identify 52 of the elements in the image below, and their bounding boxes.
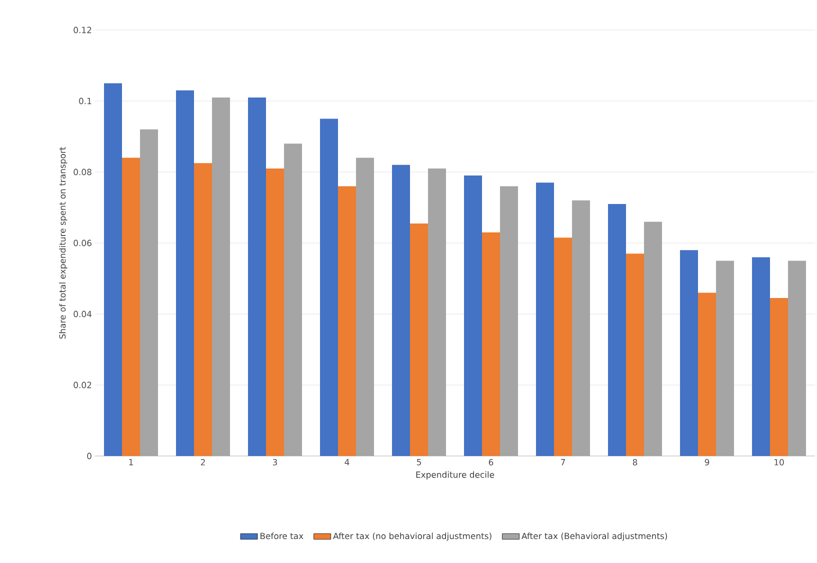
- bar: [536, 182, 554, 456]
- bar: [392, 164, 410, 456]
- y-tick-label: 0.06: [74, 240, 92, 246]
- bar: [356, 158, 374, 456]
- bar: [698, 292, 716, 456]
- bar: [122, 158, 140, 456]
- bar: [410, 223, 428, 456]
- bar: [428, 168, 446, 456]
- legend-label: After tax (Behavioral adjustments): [522, 532, 667, 541]
- bar: [482, 232, 500, 456]
- x-tick-label: 3: [272, 459, 278, 466]
- bar: [104, 83, 122, 456]
- bar: [248, 97, 266, 456]
- y-tick-label: 0: [87, 452, 92, 460]
- bar: [212, 97, 230, 456]
- bar: [716, 260, 734, 456]
- bar: [608, 204, 626, 456]
- bar: [194, 163, 212, 456]
- bar: [626, 254, 644, 456]
- bar: [788, 260, 806, 456]
- bar: [680, 250, 698, 456]
- bar: [770, 298, 788, 456]
- bar: [500, 186, 518, 456]
- bar: [140, 129, 158, 456]
- bar: [554, 238, 572, 456]
- x-tick-label: 5: [416, 459, 421, 466]
- x-tick-label: 9: [704, 459, 710, 466]
- x-tick-label: 1: [129, 459, 133, 466]
- x-tick-label: 6: [488, 459, 494, 466]
- x-tick-label: 7: [561, 459, 565, 466]
- legend-label: After tax (no behavioral adjustments): [333, 532, 492, 541]
- y-axis-title: Share of total expenditure spent on transport: [59, 146, 68, 339]
- y-tick-label: 0.02: [74, 382, 92, 388]
- x-tick-label: 10: [774, 459, 784, 466]
- bar: [176, 90, 194, 456]
- bar: [320, 118, 338, 456]
- y-tick-label: 0.12: [74, 26, 92, 34]
- bar: [464, 176, 482, 456]
- bar: [572, 200, 590, 456]
- x-axis-title: Expenditure decile: [416, 471, 494, 480]
- bar: [752, 257, 770, 456]
- y-tick-label: 0.1: [79, 98, 92, 104]
- x-tick-label: 8: [632, 459, 638, 466]
- y-tick-label: 0.08: [74, 168, 92, 176]
- bar: [284, 144, 302, 456]
- legend-label: Before tax: [260, 532, 304, 540]
- x-tick-label: 4: [344, 459, 350, 466]
- bar: [644, 222, 662, 456]
- x-tick-label: 2: [200, 459, 205, 466]
- y-tick-label: 0.04: [74, 310, 92, 318]
- bar: [338, 186, 356, 456]
- bar: [266, 168, 284, 456]
